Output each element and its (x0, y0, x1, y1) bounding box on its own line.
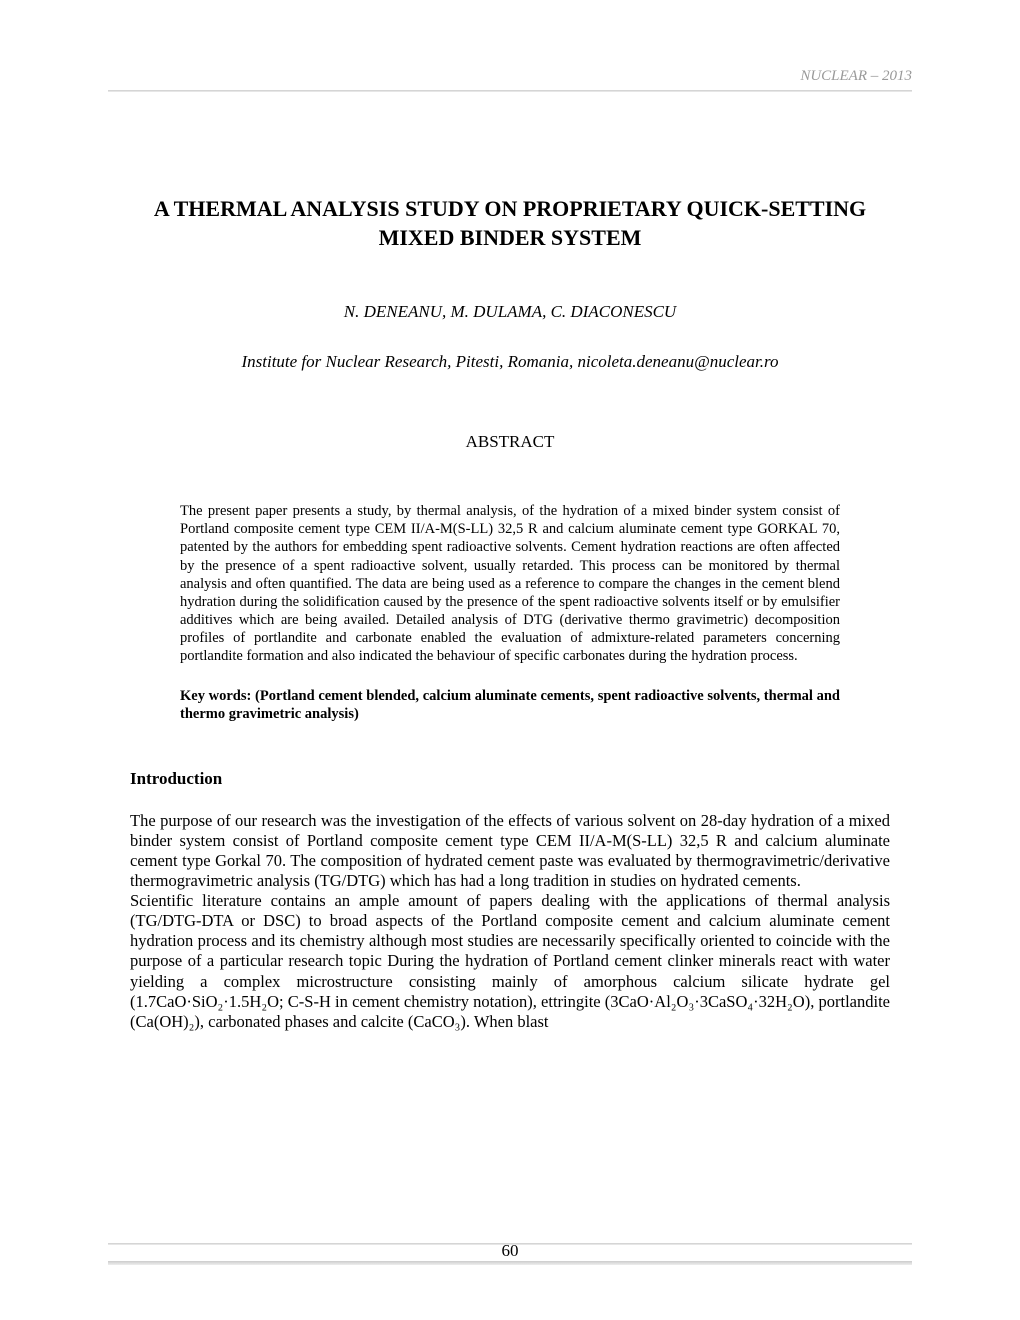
journal-header: NUCLEAR – 2013 (800, 68, 912, 85)
introduction-heading: Introduction (130, 769, 890, 789)
header-divider (108, 90, 912, 92)
keywords: Key words: (Portland cement blended, cal… (180, 687, 840, 723)
body-paragraph-2: Scientific literature contains an ample … (130, 891, 890, 1032)
footer-divider-bottom (108, 1261, 912, 1265)
abstract-text: The present paper presents a study, by t… (180, 502, 840, 665)
body-paragraph-1: The purpose of our research was the inve… (130, 811, 890, 892)
paper-title: A THERMAL ANALYSIS STUDY ON PROPRIETARY … (130, 195, 890, 252)
authors-list: N. DENEANU, M. DULAMA, C. DIACONESCU (130, 302, 890, 322)
page-content: A THERMAL ANALYSIS STUDY ON PROPRIETARY … (130, 195, 890, 1032)
affiliation: Institute for Nuclear Research, Pitesti,… (130, 352, 890, 372)
page-number: 60 (0, 1241, 1020, 1261)
abstract-heading: ABSTRACT (130, 432, 890, 452)
